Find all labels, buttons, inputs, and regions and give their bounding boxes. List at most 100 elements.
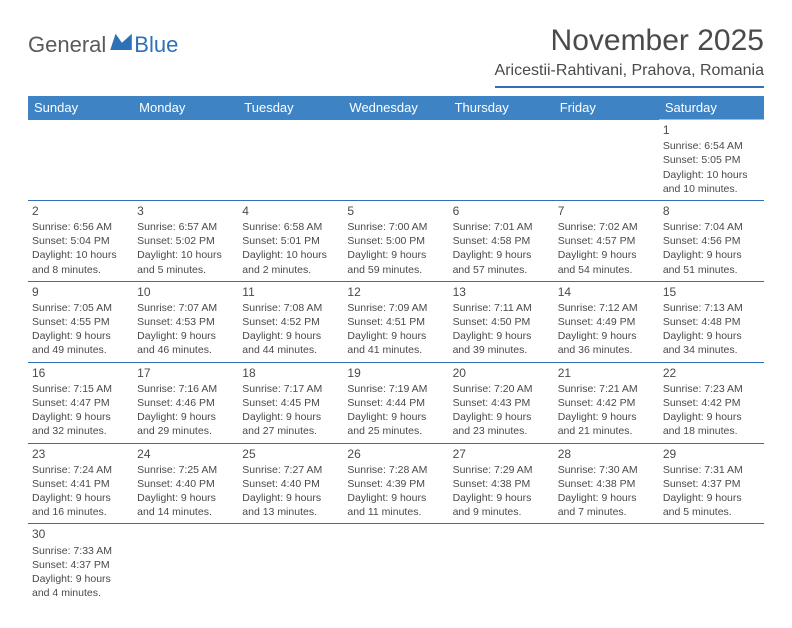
- sunset-line: Sunset: 4:42 PM: [663, 396, 760, 410]
- day-cell-12: 12Sunrise: 7:09 AMSunset: 4:51 PMDayligh…: [343, 281, 448, 362]
- day-number: 22: [663, 365, 760, 381]
- calendar-row: 16Sunrise: 7:15 AMSunset: 4:47 PMDayligh…: [28, 362, 764, 443]
- sunrise-line: Sunrise: 7:17 AM: [242, 382, 339, 396]
- day-number: 11: [242, 284, 339, 300]
- sunrise-line: Sunrise: 7:21 AM: [558, 382, 655, 396]
- daylight-line: Daylight: 9 hours and 36 minutes.: [558, 329, 655, 357]
- day-number: 12: [347, 284, 444, 300]
- empty-cell: [133, 120, 238, 201]
- daylight-line: Daylight: 9 hours and 21 minutes.: [558, 410, 655, 438]
- sunset-line: Sunset: 4:55 PM: [32, 315, 129, 329]
- empty-cell: [343, 524, 448, 604]
- sunset-line: Sunset: 4:43 PM: [453, 396, 550, 410]
- sunrise-line: Sunrise: 7:20 AM: [453, 382, 550, 396]
- empty-cell: [28, 120, 133, 201]
- day-number: 1: [663, 122, 760, 138]
- sunrise-line: Sunrise: 7:24 AM: [32, 463, 129, 477]
- daylight-line: Daylight: 10 hours and 10 minutes.: [663, 168, 760, 196]
- daylight-line: Daylight: 9 hours and 34 minutes.: [663, 329, 760, 357]
- day-cell-16: 16Sunrise: 7:15 AMSunset: 4:47 PMDayligh…: [28, 362, 133, 443]
- day-header-thursday: Thursday: [449, 96, 554, 120]
- day-cell-17: 17Sunrise: 7:16 AMSunset: 4:46 PMDayligh…: [133, 362, 238, 443]
- calendar-row: 2Sunrise: 6:56 AMSunset: 5:04 PMDaylight…: [28, 200, 764, 281]
- day-number: 10: [137, 284, 234, 300]
- calendar-table: SundayMondayTuesdayWednesdayThursdayFrid…: [28, 96, 764, 604]
- day-cell-14: 14Sunrise: 7:12 AMSunset: 4:49 PMDayligh…: [554, 281, 659, 362]
- day-cell-29: 29Sunrise: 7:31 AMSunset: 4:37 PMDayligh…: [659, 443, 764, 524]
- sunset-line: Sunset: 4:44 PM: [347, 396, 444, 410]
- day-number: 15: [663, 284, 760, 300]
- calendar-row: 1Sunrise: 6:54 AMSunset: 5:05 PMDaylight…: [28, 120, 764, 201]
- day-header-wednesday: Wednesday: [343, 96, 448, 120]
- day-number: 6: [453, 203, 550, 219]
- sunrise-line: Sunrise: 7:27 AM: [242, 463, 339, 477]
- daylight-line: Daylight: 9 hours and 7 minutes.: [558, 491, 655, 519]
- logo-text-general: General: [28, 32, 106, 58]
- sunrise-line: Sunrise: 7:23 AM: [663, 382, 760, 396]
- sunset-line: Sunset: 4:56 PM: [663, 234, 760, 248]
- sunset-line: Sunset: 4:41 PM: [32, 477, 129, 491]
- sunrise-line: Sunrise: 7:00 AM: [347, 220, 444, 234]
- empty-cell: [238, 524, 343, 604]
- day-cell-23: 23Sunrise: 7:24 AMSunset: 4:41 PMDayligh…: [28, 443, 133, 524]
- daylight-line: Daylight: 9 hours and 29 minutes.: [137, 410, 234, 438]
- day-number: 13: [453, 284, 550, 300]
- daylight-line: Daylight: 9 hours and 5 minutes.: [663, 491, 760, 519]
- empty-cell: [133, 524, 238, 604]
- sunset-line: Sunset: 4:39 PM: [347, 477, 444, 491]
- day-cell-15: 15Sunrise: 7:13 AMSunset: 4:48 PMDayligh…: [659, 281, 764, 362]
- day-number: 4: [242, 203, 339, 219]
- day-number: 26: [347, 446, 444, 462]
- day-number: 9: [32, 284, 129, 300]
- calendar-row: 23Sunrise: 7:24 AMSunset: 4:41 PMDayligh…: [28, 443, 764, 524]
- day-number: 29: [663, 446, 760, 462]
- empty-cell: [449, 120, 554, 201]
- day-cell-25: 25Sunrise: 7:27 AMSunset: 4:40 PMDayligh…: [238, 443, 343, 524]
- day-cell-2: 2Sunrise: 6:56 AMSunset: 5:04 PMDaylight…: [28, 200, 133, 281]
- sunset-line: Sunset: 4:49 PM: [558, 315, 655, 329]
- sunset-line: Sunset: 4:57 PM: [558, 234, 655, 248]
- daylight-line: Daylight: 9 hours and 51 minutes.: [663, 248, 760, 276]
- sunrise-line: Sunrise: 7:11 AM: [453, 301, 550, 315]
- sunset-line: Sunset: 4:52 PM: [242, 315, 339, 329]
- day-number: 3: [137, 203, 234, 219]
- day-cell-6: 6Sunrise: 7:01 AMSunset: 4:58 PMDaylight…: [449, 200, 554, 281]
- sunrise-line: Sunrise: 7:15 AM: [32, 382, 129, 396]
- day-number: 8: [663, 203, 760, 219]
- sunset-line: Sunset: 4:48 PM: [663, 315, 760, 329]
- sunset-line: Sunset: 4:51 PM: [347, 315, 444, 329]
- day-number: 25: [242, 446, 339, 462]
- sunset-line: Sunset: 4:38 PM: [453, 477, 550, 491]
- daylight-line: Daylight: 9 hours and 49 minutes.: [32, 329, 129, 357]
- day-number: 30: [32, 526, 129, 542]
- day-cell-20: 20Sunrise: 7:20 AMSunset: 4:43 PMDayligh…: [449, 362, 554, 443]
- sunset-line: Sunset: 4:40 PM: [137, 477, 234, 491]
- daylight-line: Daylight: 9 hours and 27 minutes.: [242, 410, 339, 438]
- daylight-line: Daylight: 10 hours and 8 minutes.: [32, 248, 129, 276]
- day-number: 19: [347, 365, 444, 381]
- header: General Blue November 2025 Aricestii-Rah…: [28, 24, 764, 88]
- title-block: November 2025 Aricestii-Rahtivani, Praho…: [495, 24, 764, 88]
- daylight-line: Daylight: 9 hours and 57 minutes.: [453, 248, 550, 276]
- sunset-line: Sunset: 5:00 PM: [347, 234, 444, 248]
- sunrise-line: Sunrise: 7:01 AM: [453, 220, 550, 234]
- daylight-line: Daylight: 9 hours and 9 minutes.: [453, 491, 550, 519]
- day-cell-3: 3Sunrise: 6:57 AMSunset: 5:02 PMDaylight…: [133, 200, 238, 281]
- day-number: 2: [32, 203, 129, 219]
- calendar-row: 9Sunrise: 7:05 AMSunset: 4:55 PMDaylight…: [28, 281, 764, 362]
- day-number: 16: [32, 365, 129, 381]
- month-title: November 2025: [495, 24, 764, 58]
- sunrise-line: Sunrise: 7:13 AM: [663, 301, 760, 315]
- sunset-line: Sunset: 5:01 PM: [242, 234, 339, 248]
- sunrise-line: Sunrise: 6:58 AM: [242, 220, 339, 234]
- empty-cell: [554, 120, 659, 201]
- daylight-line: Daylight: 9 hours and 11 minutes.: [347, 491, 444, 519]
- daylight-line: Daylight: 9 hours and 54 minutes.: [558, 248, 655, 276]
- sunset-line: Sunset: 4:40 PM: [242, 477, 339, 491]
- day-cell-24: 24Sunrise: 7:25 AMSunset: 4:40 PMDayligh…: [133, 443, 238, 524]
- daylight-line: Daylight: 9 hours and 16 minutes.: [32, 491, 129, 519]
- sunrise-line: Sunrise: 7:09 AM: [347, 301, 444, 315]
- day-cell-5: 5Sunrise: 7:00 AMSunset: 5:00 PMDaylight…: [343, 200, 448, 281]
- sunrise-line: Sunrise: 7:12 AM: [558, 301, 655, 315]
- sunset-line: Sunset: 4:42 PM: [558, 396, 655, 410]
